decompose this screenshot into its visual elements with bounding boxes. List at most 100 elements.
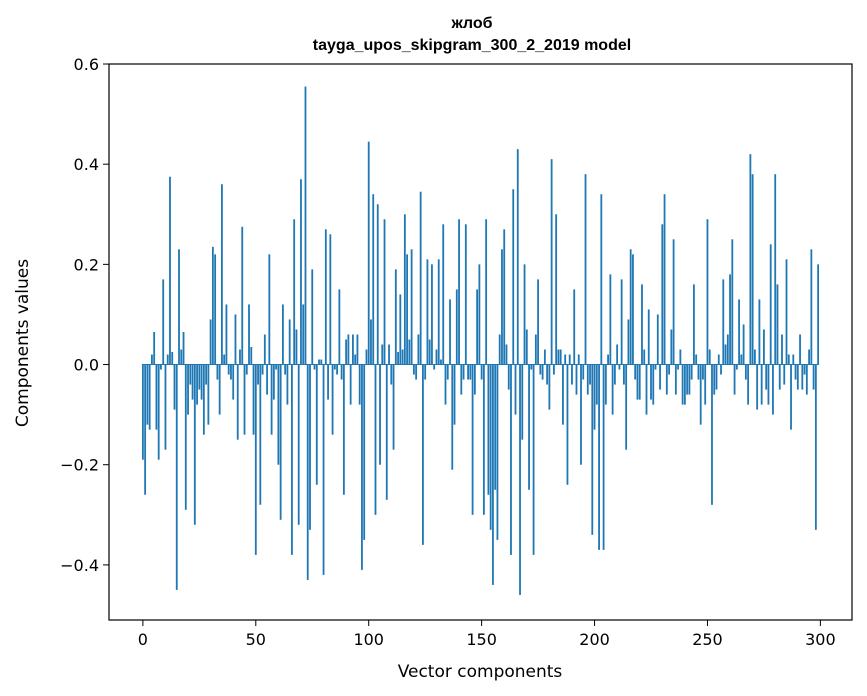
- bar: [291, 364, 293, 555]
- chart-title: жлоб: [451, 15, 493, 32]
- bar: [555, 214, 558, 365]
- x-tick-label: 50: [246, 630, 266, 649]
- bar: [756, 364, 759, 410]
- bar: [385, 364, 388, 500]
- bar: [740, 354, 743, 365]
- bar: [670, 329, 673, 365]
- bar: [408, 339, 411, 365]
- bar: [726, 334, 729, 365]
- bar: [817, 264, 820, 365]
- bar: [306, 364, 309, 580]
- bar: [173, 364, 176, 410]
- bar: [799, 334, 801, 365]
- bar: [209, 319, 212, 365]
- bar: [444, 364, 447, 405]
- bar: [492, 364, 494, 585]
- bar: [785, 259, 788, 365]
- bar: [763, 329, 765, 365]
- bar: [356, 334, 359, 365]
- bar: [794, 364, 797, 380]
- bar: [609, 274, 612, 365]
- y-axis-label: Components values: [13, 259, 33, 427]
- bar: [507, 364, 510, 390]
- bar: [458, 219, 460, 365]
- bar: [532, 364, 535, 555]
- bar: [645, 364, 648, 415]
- bar: [361, 364, 363, 570]
- bar: [634, 364, 637, 380]
- bar: [589, 364, 591, 385]
- bar: [340, 364, 343, 380]
- bar: [403, 214, 406, 365]
- bar: [435, 349, 438, 365]
- bar: [261, 364, 264, 375]
- bar: [266, 364, 268, 395]
- bar: [175, 364, 178, 590]
- bar: [187, 364, 189, 415]
- bar: [329, 234, 332, 365]
- bar: [365, 349, 368, 365]
- bar: [632, 254, 634, 365]
- bar: [288, 319, 291, 365]
- bar: [272, 364, 275, 400]
- bar: [309, 364, 311, 530]
- bar: [625, 364, 628, 450]
- bar: [182, 331, 185, 365]
- bar: [620, 279, 623, 365]
- bar: [442, 224, 445, 365]
- bar: [252, 364, 255, 435]
- bar: [550, 159, 553, 365]
- x-axis: 0 50 100 150 200 250 300: [138, 620, 836, 649]
- bar: [207, 364, 210, 425]
- bar: [523, 264, 526, 365]
- bar: [814, 364, 817, 530]
- bar: [679, 349, 682, 365]
- bar: [354, 354, 357, 365]
- bar: [598, 364, 600, 550]
- bar: [769, 244, 772, 365]
- bar: [180, 349, 183, 365]
- bar: [735, 364, 738, 370]
- bar: [345, 339, 348, 365]
- bar: [286, 364, 289, 405]
- bar: [519, 364, 521, 595]
- bar: [796, 364, 799, 390]
- bar: [221, 184, 223, 365]
- bar: [600, 194, 603, 365]
- bar: [616, 344, 619, 365]
- bar: [449, 299, 451, 365]
- bar: [627, 319, 630, 365]
- bar: [297, 364, 300, 525]
- bar: [397, 352, 399, 365]
- bar: [577, 354, 580, 365]
- bar: [198, 364, 201, 390]
- bar: [464, 224, 467, 365]
- bar: [379, 364, 381, 465]
- bar: [460, 364, 463, 395]
- bar: [591, 364, 594, 535]
- bar: [166, 354, 169, 365]
- bar: [720, 364, 722, 375]
- bar: [376, 204, 379, 365]
- bar: [333, 364, 336, 370]
- bar: [455, 289, 458, 365]
- bar: [571, 364, 573, 385]
- bar: [311, 269, 314, 365]
- bar: [568, 354, 571, 365]
- bar: [211, 246, 214, 365]
- bar: [810, 249, 813, 365]
- bar: [702, 364, 704, 380]
- bar: [437, 259, 440, 365]
- bar: [512, 189, 515, 365]
- bar: [546, 364, 549, 385]
- bar: [476, 289, 479, 365]
- bar: [331, 364, 334, 435]
- bar: [146, 364, 149, 425]
- bar: [394, 269, 397, 365]
- bar: [704, 364, 707, 405]
- bar: [548, 364, 551, 410]
- bar: [419, 191, 422, 365]
- bar: [320, 359, 323, 365]
- bar: [695, 354, 698, 365]
- bar: [706, 219, 709, 365]
